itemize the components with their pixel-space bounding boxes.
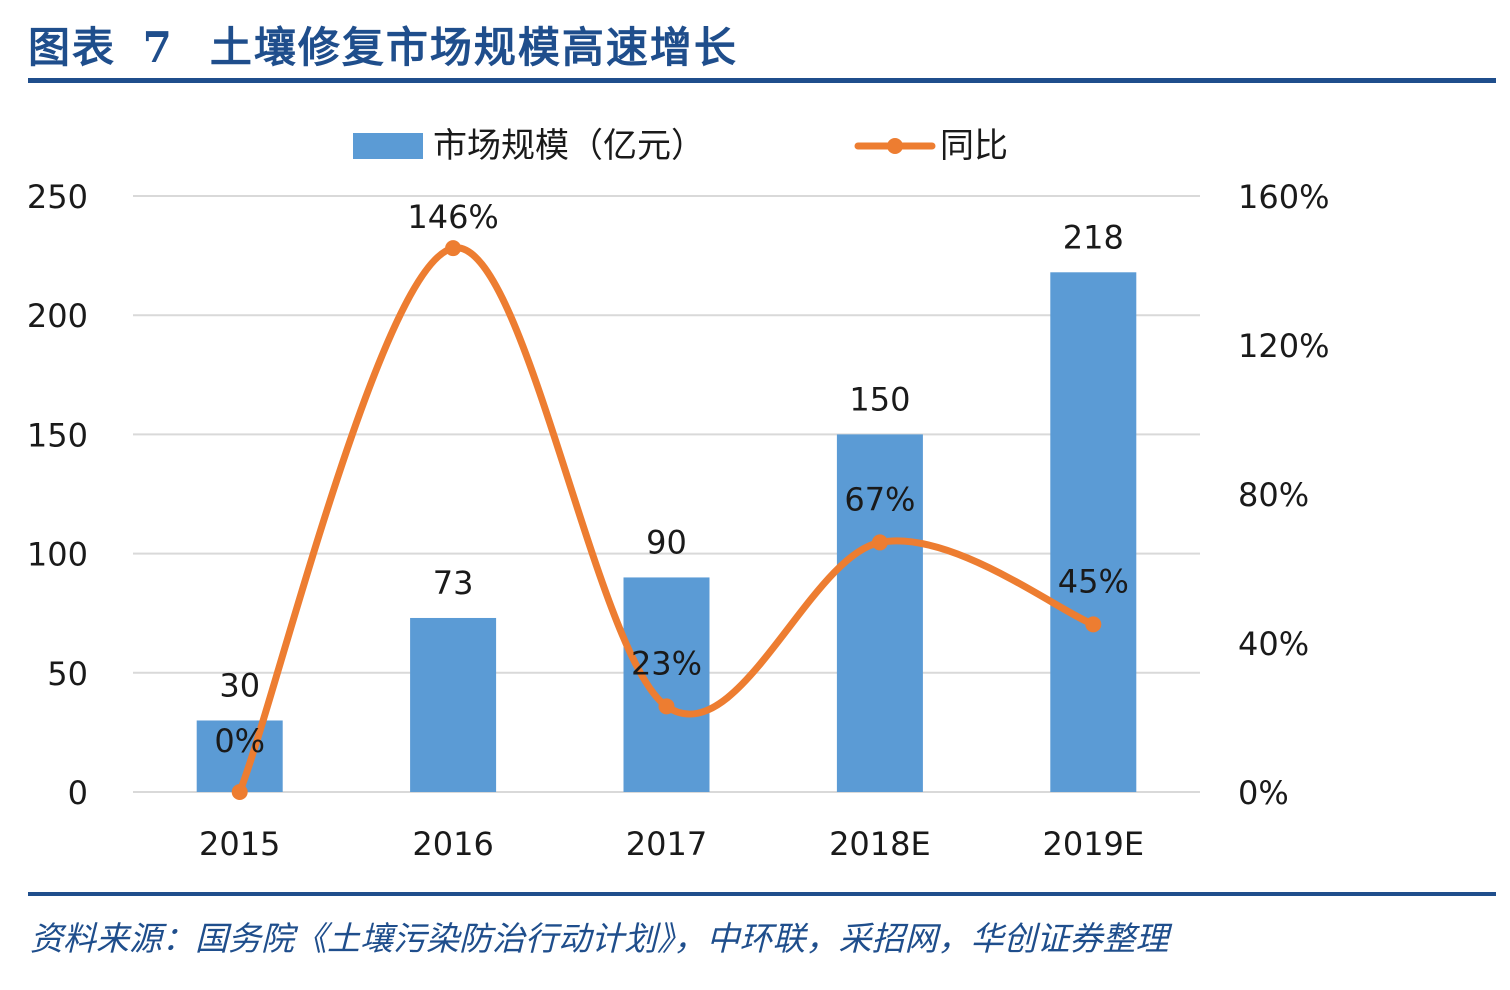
bar-value-label: 73 <box>433 564 474 602</box>
y-right-tick-label: 0% <box>1238 774 1289 812</box>
top-rule <box>28 78 1496 83</box>
bar <box>410 617 497 792</box>
axes: 0 50 100 150 200 250 0% 40% 80% 120% 160% 2015 2016 2… <box>27 178 1330 863</box>
figure-title: 图表 7 土壤修复市场规模高速增长 <box>28 14 738 75</box>
yoy-point <box>658 698 675 715</box>
bar <box>1050 272 1137 793</box>
yoy-value-label: 67% <box>844 480 915 518</box>
yoy-point <box>1085 616 1102 633</box>
y-left-tick-label: 250 <box>27 178 88 216</box>
bar-value-label: 30 <box>219 666 260 704</box>
bar <box>623 577 710 792</box>
legend-line-label: 同比 <box>940 126 1008 166</box>
bar-value-label: 150 <box>849 380 910 418</box>
yoy-value-label: 45% <box>1058 562 1129 600</box>
yoy-point <box>231 784 248 800</box>
x-tick-label: 2019E <box>1042 825 1144 863</box>
line-series <box>231 240 1102 800</box>
figure-title-text: 土壤修复市场规模高速增长 <box>209 23 738 72</box>
y-left-tick-label: 150 <box>27 416 88 454</box>
yoy-point <box>871 534 888 551</box>
yoy-point <box>445 240 462 257</box>
x-tick-label: 2017 <box>626 825 707 863</box>
figure-label: 图表 <box>28 23 117 72</box>
bar-value-label: 218 <box>1063 218 1124 256</box>
legend-bar-swatch <box>353 133 423 159</box>
bottom-rule <box>28 892 1496 896</box>
yoy-value-label: 23% <box>631 644 702 682</box>
y-left-tick-label: 100 <box>27 536 88 574</box>
source-note: 资料来源：国务院《土壤污染防治行动计划》，中环联，采招网，华创证券整理 <box>30 919 1169 958</box>
bar-series <box>196 272 1137 793</box>
x-tick-label: 2015 <box>199 825 280 863</box>
y-left-tick-label: 50 <box>47 655 88 693</box>
y-left-tick-label: 200 <box>27 297 88 335</box>
bar <box>196 720 283 792</box>
y-left-tick-label: 0 <box>68 774 88 812</box>
y-right-tick-label: 80% <box>1238 476 1309 514</box>
x-tick-label: 2016 <box>412 825 493 863</box>
legend: 市场规模（亿元） 同比 <box>353 126 1008 166</box>
yoy-value-label: 0% <box>214 722 265 760</box>
x-tick-label: 2018E <box>829 825 931 863</box>
legend-line-marker <box>887 138 903 154</box>
y-right-tick-label: 160% <box>1238 178 1329 216</box>
bar <box>836 434 923 792</box>
yoy-value-label: 146% <box>407 198 498 236</box>
bar-value-label: 90 <box>646 523 687 561</box>
y-right-tick-label: 120% <box>1238 327 1329 365</box>
figure-number: 7 <box>142 23 174 72</box>
legend-bar-label: 市场规模（亿元） <box>433 126 705 166</box>
y-right-tick-label: 40% <box>1238 625 1309 663</box>
yoy-line <box>236 244 1097 796</box>
data-labels: 30 73 90 150 218 0% 146% 23% 67% 45% <box>214 198 1129 760</box>
